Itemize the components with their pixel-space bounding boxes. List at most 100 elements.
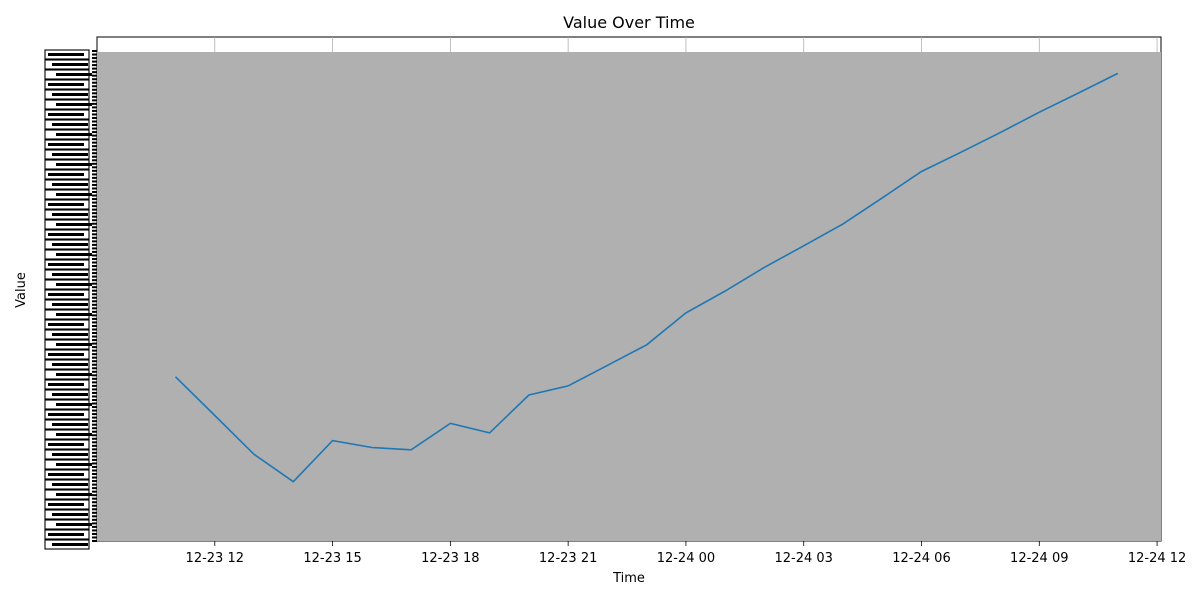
x-tick-label: 12-23 12 [186, 551, 244, 566]
y-tick-label-overlap [44, 439, 90, 450]
y-tick-label-overlap [44, 529, 90, 540]
x-axis-label: Time [612, 571, 645, 586]
y-axis [44, 49, 97, 550]
y-tick-label-overlap [44, 359, 90, 370]
x-tick-label: 12-23 18 [421, 551, 479, 566]
y-tick-label-overlap [44, 139, 90, 150]
y-tick-label-overlap [44, 289, 90, 300]
y-tick-label-overlap [52, 243, 88, 246]
y-tick-label-overlap [48, 173, 84, 176]
y-tick-label-overlap [48, 533, 84, 536]
y-tick-label-overlap [44, 259, 90, 270]
y-tick-label-overlap [56, 523, 92, 526]
y-tick-label-overlap [48, 233, 84, 236]
y-tick-label-overlap [52, 153, 88, 156]
y-tick-label-overlap [44, 209, 90, 220]
y-tick-label-overlap [56, 283, 92, 286]
y-tick-label-overlap [56, 493, 92, 496]
y-tick-label-overlap [44, 299, 90, 310]
y-tick-label-overlap [44, 179, 90, 190]
y-tick-label-overlap [44, 199, 90, 210]
y-tick-label-overlap [52, 213, 88, 216]
y-tick-label-overlap [56, 133, 92, 136]
chart-title: Value Over Time [563, 13, 695, 32]
x-tick-label: 12-23 15 [303, 551, 361, 566]
y-tick-label-overlap [56, 73, 92, 76]
y-tick-label-overlap [56, 403, 92, 406]
y-tick-label-overlap [44, 349, 90, 360]
y-tick-label-overlap [48, 323, 84, 326]
y-tick-label-overlap [44, 319, 90, 330]
y-tick-label-overlap [44, 499, 90, 510]
y-tick-label-overlap [56, 343, 92, 346]
x-tick-label: 12-23 21 [539, 551, 597, 566]
y-tick-label-overlap [48, 353, 84, 356]
x-tick-label: 12-24 00 [657, 551, 715, 566]
y-tick-label-overlap [48, 113, 84, 116]
y-tick-label-overlap [48, 443, 84, 446]
x-tick-label: 12-24 06 [892, 551, 950, 566]
y-tick-label-overlap [48, 413, 84, 416]
y-tick-label-overlap [44, 539, 90, 550]
y-tick-label-overlap [44, 79, 90, 90]
y-tick-label-overlap [56, 103, 92, 106]
y-tick-label-overlap [52, 63, 88, 66]
y-tick-label-overlap [48, 473, 84, 476]
y-tick-label-overlap [52, 453, 88, 456]
y-axis-label: Value [14, 272, 29, 308]
plot-fill [97, 52, 1161, 541]
y-tick-label-overlap [52, 123, 88, 126]
y-tick-label-overlap [52, 363, 88, 366]
series-line [174, 72, 1119, 483]
y-tick-label-overlap [48, 143, 84, 146]
x-tick-label: 12-24 12 [1128, 551, 1186, 566]
y-tick-label-overlap [56, 193, 92, 196]
y-tick-label-overlap [48, 83, 84, 86]
y-tick-label-overlap [52, 183, 88, 186]
y-tick-label-overlap [48, 293, 84, 296]
y-tick-label-overlap [56, 223, 92, 226]
x-tick-label: 12-24 09 [1010, 551, 1068, 566]
y-tick-label-overlap [44, 59, 90, 70]
y-tick-label-overlap [52, 303, 88, 306]
y-tick-label-overlap [44, 149, 90, 160]
y-tick-label-overlap [44, 229, 90, 240]
y-tick-label-overlap [44, 409, 90, 420]
y-tick-label-overlap [44, 469, 90, 480]
y-tick-label-overlap [52, 483, 88, 486]
y-tick-label-overlap [48, 203, 84, 206]
y-tick-label-overlap [48, 263, 84, 266]
y-tick-label-overlap [52, 273, 88, 276]
y-tick-label-overlap [52, 93, 88, 96]
x-axis: 12-23 12 12-23 15 12-23 18 12-23 21 12-24 00… [186, 541, 1186, 566]
y-tick-label-overlap [48, 503, 84, 506]
y-tick-label-overlap [56, 313, 92, 316]
y-tick-label-overlap [56, 163, 92, 166]
y-tick-label-overlap [48, 383, 84, 386]
y-tick-label-overlap [44, 89, 90, 100]
y-tick-label-overlap [56, 253, 92, 256]
y-tick-label-overlap [44, 169, 90, 180]
y-tick-label-overlap [44, 269, 90, 280]
y-tick-label-overlap [56, 433, 92, 436]
y-tick-label-overlap [44, 389, 90, 400]
y-tick-label-overlap [44, 479, 90, 490]
y-tick-label-overlap [44, 329, 90, 340]
y-tick-label-overlap [44, 239, 90, 250]
y-tick-label-overlap [52, 543, 88, 546]
y-tick-label-overlap [48, 53, 84, 56]
y-tick-label-overlap [44, 509, 90, 520]
y-tick-label-overlap [52, 513, 88, 516]
y-tick-label-overlap [44, 449, 90, 460]
y-tick-label-overlap [56, 373, 92, 376]
y-tick-label-overlap [44, 379, 90, 390]
y-tick-label-overlap [52, 333, 88, 336]
y-tick-label-overlap [44, 119, 90, 130]
y-tick-label-overlap [56, 463, 92, 466]
y-tick-label-overlap [44, 109, 90, 120]
y-tick-label-overlap [52, 393, 88, 396]
y-tick-label-overlap [44, 49, 90, 60]
y-tick-label-overlap [52, 423, 88, 426]
x-tick-label: 12-24 03 [774, 551, 832, 566]
